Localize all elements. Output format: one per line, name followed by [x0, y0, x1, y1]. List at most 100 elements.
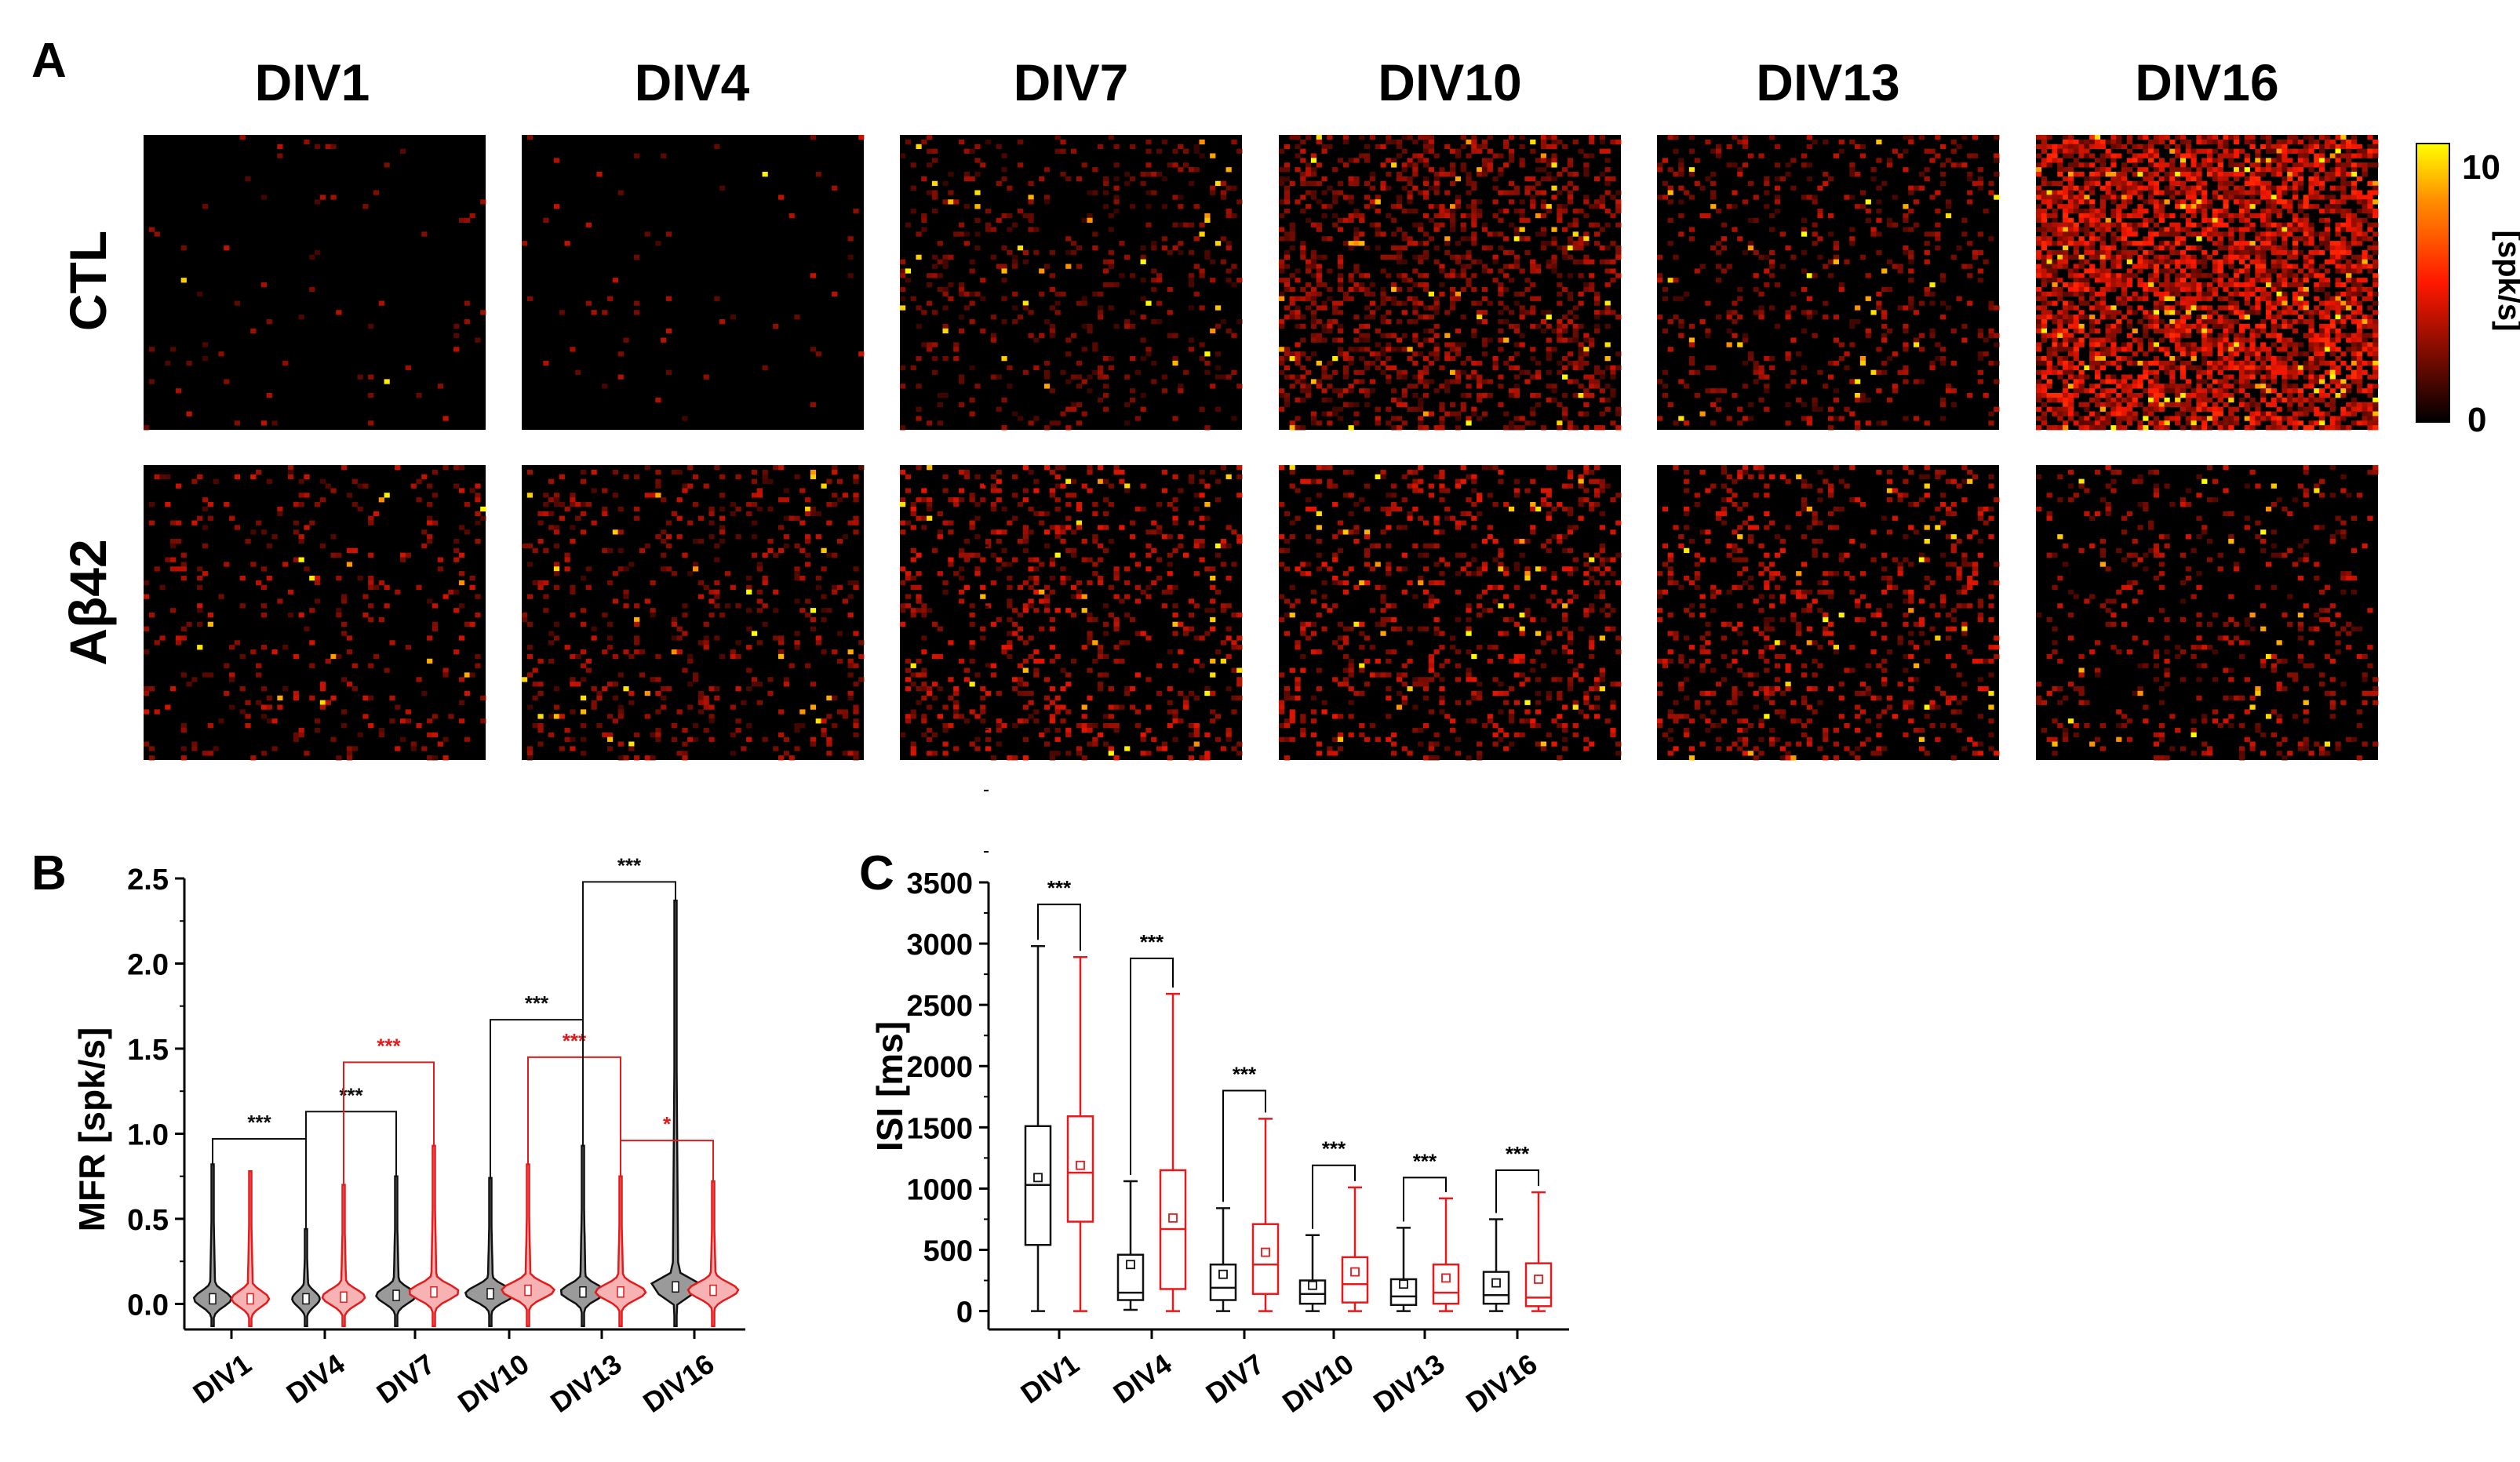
heatmap-pixel [2153, 393, 2160, 398]
heatmap-pixel [1688, 167, 1695, 173]
heatmap-pixel [1113, 323, 1120, 329]
heatmap-pixel [2041, 282, 2048, 288]
heatmap-pixel [2143, 254, 2149, 260]
heatmap-pixel [2137, 172, 2143, 177]
heatmap-pixel [1204, 351, 1211, 357]
heatmap-pixel [1817, 185, 1823, 191]
heatmap-pixel [2260, 273, 2267, 278]
heatmap-pixel [1129, 204, 1136, 209]
heatmap-pixel [2329, 347, 2336, 352]
heatmap-pixel [1279, 323, 1285, 329]
heatmap-pixel [1193, 167, 1200, 173]
heatmap-pixel [1615, 365, 1622, 371]
heatmap-pixel [2105, 360, 2111, 366]
heatmap-pixel [1903, 342, 1909, 347]
heatmap-pixel [2137, 185, 2143, 191]
heatmap-pixel [2169, 328, 2176, 334]
heatmap-pixel [2041, 264, 2048, 269]
heatmap-pixel [1310, 420, 1317, 426]
heatmap-pixel [1477, 393, 1483, 398]
heatmap-pixel [2036, 315, 2042, 320]
heatmap-pixel [2201, 388, 2208, 394]
heatmap-pixel [1567, 291, 1574, 297]
heatmap-pixel [1108, 365, 1114, 371]
heatmap-pixel [2308, 135, 2314, 140]
heatmap-pixel [2110, 278, 2117, 283]
heatmap-pixel [1972, 249, 1979, 256]
heatmap-pixel [1540, 328, 1547, 334]
heatmap-pixel [2249, 351, 2256, 357]
heatmap-pixel [2190, 268, 2197, 274]
heatmap-pixel [2297, 315, 2304, 320]
heatmap-pixel [2297, 406, 2304, 412]
heatmap-pixel [1161, 176, 1168, 182]
heatmap-pixel [1967, 199, 1973, 205]
heatmap-pixel [2057, 347, 2063, 352]
heatmap-pixel [1753, 369, 1759, 375]
heatmap-pixel [1113, 195, 1120, 200]
heatmap-pixel [1418, 406, 1424, 412]
heatmap-pixel [2223, 222, 2229, 227]
heatmap-pixel [2185, 384, 2191, 389]
heatmap-pixel [2057, 231, 2063, 237]
heatmap-pixel [1477, 315, 1483, 320]
heatmap-pixel [1673, 148, 1679, 154]
heatmap-pixel [1530, 176, 1536, 182]
heatmap-pixel [1225, 209, 1232, 214]
heatmap-pixel [1129, 176, 1136, 182]
heatmap-pixel [2207, 139, 2213, 145]
heatmap-pixel [2244, 416, 2250, 421]
heatmap-pixel [1375, 209, 1381, 214]
heatmap-pixel [2324, 296, 2331, 301]
heatmap-pixel [2094, 342, 2101, 347]
heatmap-pixel [1865, 333, 1871, 338]
heatmap-pixel [2143, 209, 2149, 214]
heatmap-pixel [1562, 167, 1568, 173]
heatmap-pixel [1562, 337, 1568, 343]
heatmap-pixel [1753, 360, 1759, 366]
heatmap-pixel [1310, 153, 1317, 158]
heatmap-pixel [1300, 195, 1306, 200]
heatmap-pixel [974, 291, 981, 297]
heatmap-pixel [1295, 315, 1301, 320]
heatmap-pixel [1418, 190, 1424, 195]
heatmap-pixel [1001, 213, 1007, 219]
heatmap-pixel [2063, 144, 2069, 150]
heatmap-pixel [2063, 190, 2069, 195]
heatmap-pixel [1407, 241, 1413, 246]
heatmap-pixel [1337, 351, 1344, 357]
heatmap-pixel [1551, 241, 1557, 246]
heatmap-pixel [2041, 305, 2048, 311]
heatmap-pixel [2303, 213, 2309, 219]
heatmap-pixel [927, 347, 933, 352]
heatmap-pixel [1422, 249, 1429, 256]
heatmap-pixel [2089, 323, 2096, 329]
heatmap-pixel [1481, 264, 1488, 269]
heatmap-column-label: DIV1 [255, 53, 370, 111]
heatmap-pixel [1369, 135, 1376, 140]
heatmap-pixel [1498, 286, 1504, 293]
heatmap-pixel [1386, 333, 1392, 338]
heatmap-pixel [1535, 167, 1542, 173]
heatmap-pixel [2201, 264, 2208, 269]
heatmap-pixel [2207, 222, 2213, 227]
heatmap-pixel [1530, 139, 1536, 145]
heatmap-pixel [1849, 241, 1855, 246]
heatmap-pixel [1289, 356, 1295, 362]
heatmap-pixel [2180, 162, 2187, 168]
heatmap-pixel [2148, 360, 2154, 366]
heatmap-pixel [2271, 369, 2277, 375]
heatmap-pixel [1102, 374, 1109, 380]
heatmap-pixel [990, 227, 997, 232]
heatmap-pixel [1380, 144, 1386, 150]
heatmap-pixel [2260, 268, 2267, 274]
heatmap-pixel [2234, 342, 2240, 347]
heatmap-pixel [2292, 310, 2299, 315]
heatmap-pixel [2335, 278, 2341, 283]
heatmap-pixel [148, 347, 155, 352]
heatmap-pixel [1178, 384, 1184, 389]
heatmap-pixel [1823, 315, 1829, 320]
heatmap-pixel [2244, 199, 2250, 205]
heatmap-pixel [2238, 402, 2245, 408]
heatmap-pixel [1747, 356, 1754, 362]
